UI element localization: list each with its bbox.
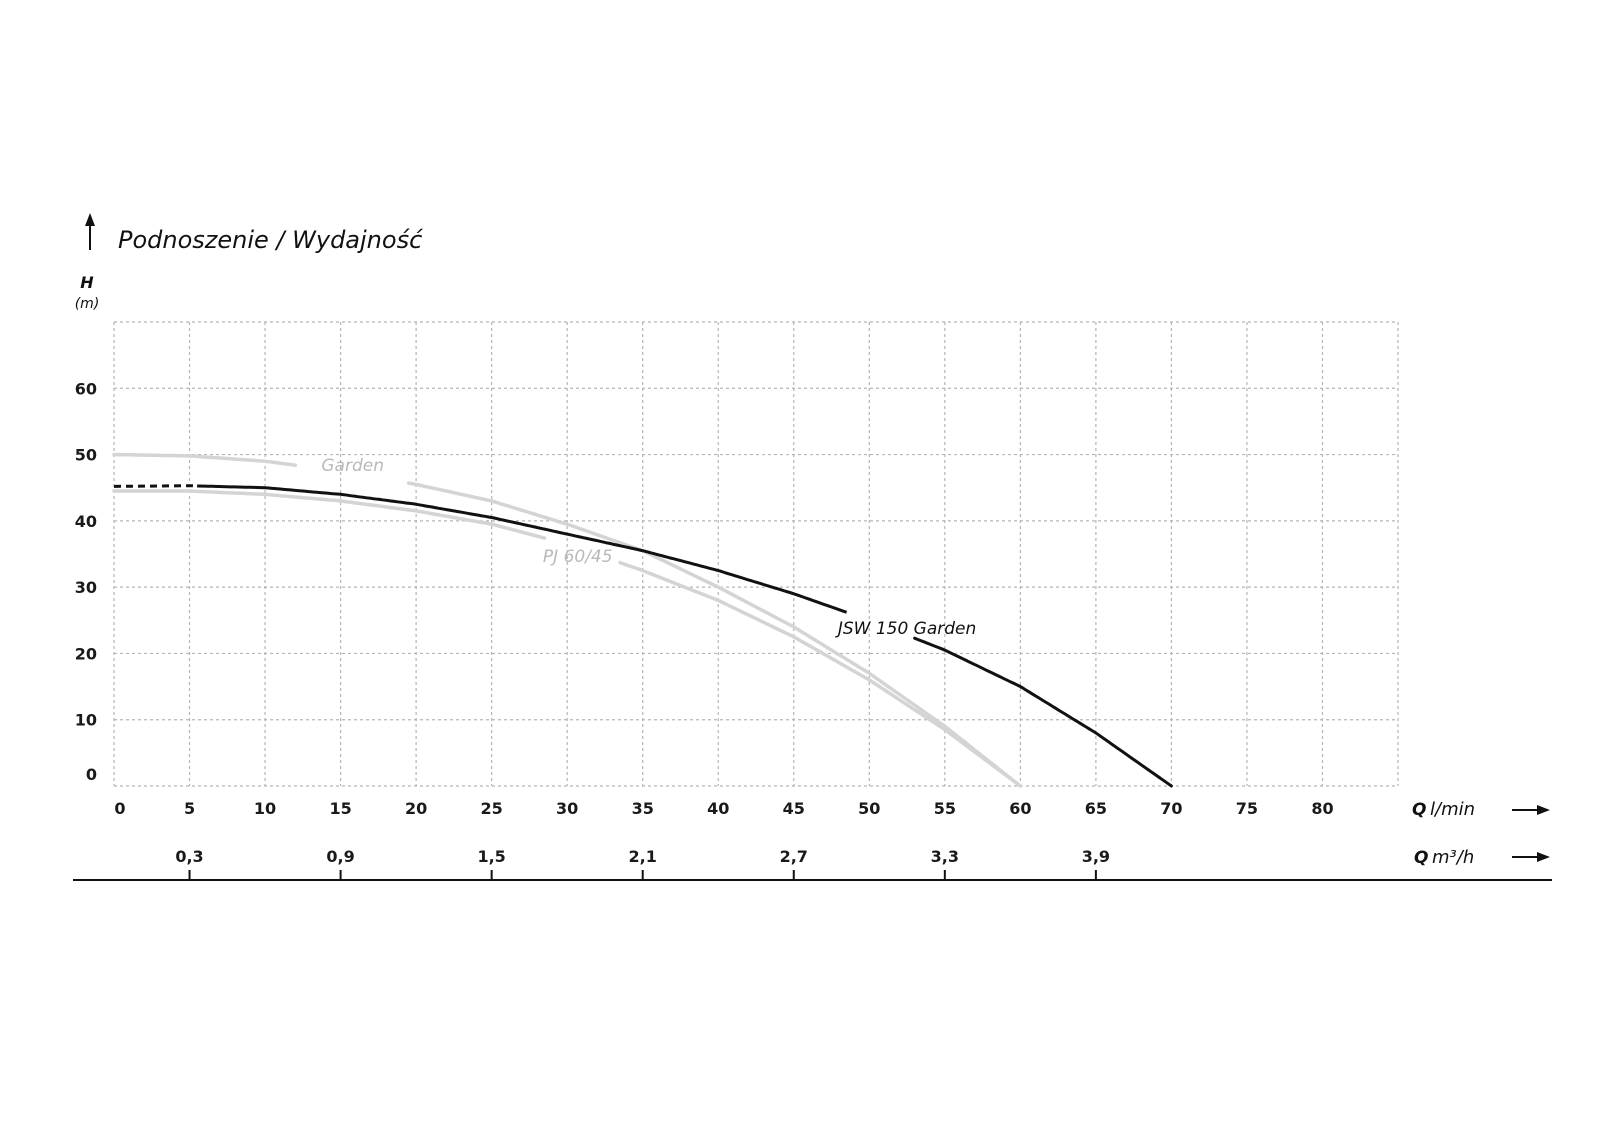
title-arrow-icon bbox=[85, 213, 95, 250]
series-label: Garden bbox=[321, 456, 384, 476]
y-tick-label: 40 bbox=[75, 512, 97, 531]
x-tick-label: 40 bbox=[707, 799, 729, 818]
series-line-jsw-150-garden bbox=[196, 484, 848, 614]
x2-tick-label: 2,1 bbox=[629, 847, 657, 866]
chart-title: Podnoszenie / Wydajność bbox=[118, 226, 423, 254]
x-axis-unit: l/min bbox=[1430, 799, 1475, 820]
y-axis-ticks: 0 10 20 30 40 50 60 bbox=[75, 379, 97, 784]
y-tick-label: 0 bbox=[86, 765, 97, 784]
series-label: PJ 60/45 bbox=[543, 547, 613, 567]
x2-tick-label: 2,7 bbox=[780, 847, 808, 866]
x-tick-label: 65 bbox=[1085, 799, 1107, 818]
x2-axis-unit: m³/h bbox=[1432, 847, 1474, 868]
series-labels: Garden PJ 60/45 JSW 150 Garden bbox=[321, 456, 976, 639]
x2-tick-label: 3,3 bbox=[931, 847, 959, 866]
grid bbox=[113, 321, 1399, 787]
y-tick-label: 10 bbox=[75, 711, 97, 730]
series-lines bbox=[112, 452, 1173, 788]
y-axis-unit: (m) bbox=[75, 296, 100, 312]
series-label: JSW 150 Garden bbox=[835, 619, 976, 639]
series-line-pj-60-45 bbox=[112, 489, 547, 540]
x2-axis-label: Q bbox=[1414, 848, 1428, 868]
series-line-jsw-150-garden-dashed bbox=[113, 484, 198, 488]
x-tick-label: 10 bbox=[254, 799, 276, 818]
series-line-pj-60-45 bbox=[618, 560, 1023, 788]
x2-tick-label: 1,5 bbox=[477, 847, 505, 866]
x-tick-label: 50 bbox=[858, 799, 880, 818]
x-tick-label: 75 bbox=[1236, 799, 1258, 818]
series-line-garden bbox=[406, 481, 1023, 788]
y-tick-label: 30 bbox=[75, 578, 97, 597]
x-tick-label: 35 bbox=[632, 799, 654, 818]
x-tick-label: 5 bbox=[184, 799, 195, 818]
x-tick-label: 60 bbox=[1009, 799, 1031, 818]
x-axis-label: Q bbox=[1412, 800, 1426, 820]
x-tick-label: 15 bbox=[329, 799, 351, 818]
x-axis-arrow-icon bbox=[1512, 805, 1550, 815]
x-tick-label: 20 bbox=[405, 799, 427, 818]
x2-tick-label: 0,3 bbox=[175, 847, 203, 866]
y-tick-label: 60 bbox=[75, 379, 97, 398]
x-tick-label: 70 bbox=[1160, 799, 1182, 818]
x-tick-label: 30 bbox=[556, 799, 578, 818]
x2-tick-label: 3,9 bbox=[1082, 847, 1110, 866]
series-line-jsw-150-garden bbox=[913, 636, 1173, 788]
series-line-garden bbox=[112, 452, 298, 467]
y-axis-label: H bbox=[80, 273, 94, 292]
x-tick-label: 0 bbox=[114, 799, 125, 818]
x-tick-label: 80 bbox=[1311, 799, 1333, 818]
x-tick-label: 45 bbox=[783, 799, 805, 818]
y-tick-label: 20 bbox=[75, 644, 97, 663]
x2-tick-label: 0,9 bbox=[326, 847, 354, 866]
x-axis-ticks: 0 5 10 15 20 25 30 35 40 45 50 55 60 65 70 75 80 bbox=[114, 799, 1333, 818]
y-tick-label: 50 bbox=[75, 446, 97, 465]
x-tick-label: 55 bbox=[934, 799, 956, 818]
x2-axis-ticks: 0,3 0,9 1,5 2,1 2,7 3,3 3,9 bbox=[175, 847, 1110, 880]
x2-axis-arrow-icon bbox=[1512, 852, 1550, 862]
x-tick-label: 25 bbox=[481, 799, 503, 818]
